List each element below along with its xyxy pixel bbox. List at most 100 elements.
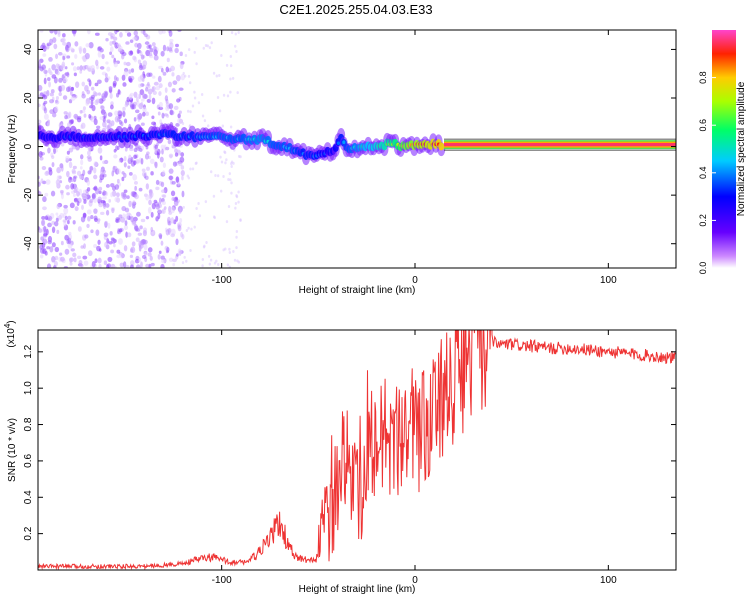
heatmap-noise-cell [54, 106, 59, 113]
heatmap-noise-cell [171, 196, 176, 201]
heatmap-noise-cell [168, 30, 173, 37]
heatmap-noise-cell [181, 233, 185, 240]
heatmap-noise-cell [160, 240, 164, 246]
heatmap-noise-cell [135, 96, 139, 103]
heatmap-noise-cell [82, 212, 87, 218]
heatmap-noise-cell [93, 243, 98, 248]
heatmap-noise-cell [140, 54, 145, 60]
heatmap-noise-cell [105, 184, 110, 188]
heatmap-noise-cell [114, 110, 119, 116]
colorbar-gradient [712, 30, 736, 268]
heatmap-noise-cell [111, 54, 115, 59]
heatmap-noise-cell [134, 258, 140, 264]
snr-ytick-label: 0.6 [23, 454, 34, 468]
heatmap-noise-cell [93, 215, 98, 221]
heatmap-noise-cell [239, 218, 242, 222]
heatmap-noise-cell [79, 65, 83, 71]
heatmap-noise-cell [152, 90, 157, 96]
heatmap-noise-cell [54, 221, 59, 227]
heatmap-noise-cell [157, 209, 163, 215]
heatmap-noise-cell [202, 245, 206, 249]
heatmap-noise-cell [123, 172, 127, 179]
heatmap-noise-cell [189, 110, 192, 114]
heatmap-noise-cell [82, 195, 88, 200]
heatmap-noise-cell [167, 139, 172, 145]
heatmap-noise-cell [229, 178, 232, 182]
heatmap-noise-cell [234, 32, 237, 36]
heatmap-noise-cell [74, 54, 78, 59]
heatmap-noise-cell [123, 189, 128, 193]
heatmap-noise-cell [122, 192, 127, 198]
heatmap-xtick-label: 0 [412, 275, 418, 286]
heatmap-noise-cell [114, 30, 118, 35]
heatmap-noise-cell [237, 154, 241, 158]
heatmap-noise-cell [132, 200, 136, 205]
heatmap-noise-cell [225, 220, 229, 224]
heatmap-noise-cell [187, 226, 190, 230]
heatmap-noise-cell [90, 99, 94, 106]
heatmap-noise-cell [138, 115, 142, 121]
heatmap-noise-cell [228, 265, 231, 268]
heatmap-noise-cell [88, 114, 91, 119]
heatmap-noise-cell [135, 109, 140, 114]
heatmap-noise-cell [124, 147, 128, 152]
snr-xtick-label: 100 [600, 575, 617, 586]
heatmap-noise-cell [52, 37, 57, 43]
heatmap-noise-cell [75, 81, 80, 88]
heatmap-noise-cell [172, 262, 176, 267]
heatmap-ytick-label: 40 [23, 43, 34, 55]
heatmap-noise-cell [80, 154, 84, 160]
heatmap-noise-cell [207, 124, 210, 128]
heatmap-noise-cell [129, 254, 134, 259]
heatmap-noise-cell [108, 199, 112, 203]
heatmap-noise-cell [228, 247, 231, 251]
heatmap-noise-cell [219, 155, 222, 159]
heatmap-noise-cell [118, 228, 123, 233]
heatmap-noise-cell [141, 168, 146, 172]
snr-ytick-label: 1.0 [23, 381, 34, 395]
heatmap-noise-cell [93, 167, 97, 174]
heatmap-noise-cell [135, 160, 139, 165]
heatmap-noise-cell [65, 45, 70, 53]
heatmap-noise-cell [109, 92, 113, 99]
heatmap-noise-cell [143, 239, 148, 245]
heatmap-noise-cell [68, 47, 74, 51]
heatmap-noise-cell [49, 38, 53, 46]
heatmap-noise-cell [124, 213, 130, 221]
heatmap-noise-cell [91, 192, 97, 199]
heatmap-noise-cell [179, 51, 183, 57]
heatmap-noise-cell [74, 206, 79, 212]
heatmap-noise-cell [119, 253, 125, 259]
heatmap-noise-cell [191, 167, 195, 171]
heatmap-noise-cell [194, 36, 198, 40]
heatmap-noise-cell [220, 53, 223, 57]
heatmap-noise-cell [160, 181, 165, 188]
heatmap-noise-cell [91, 86, 95, 91]
heatmap-noise-cell [110, 35, 114, 40]
heatmap-noise-cell [163, 206, 167, 210]
heatmap-noise-cell [50, 89, 55, 94]
heatmap-noise-cell [47, 222, 52, 228]
heatmap-noise-cell [116, 178, 120, 184]
heatmap-noise-cell [235, 194, 238, 198]
heatmap-noise-cell [65, 86, 71, 93]
heatmap-noise-cell [154, 144, 158, 150]
heatmap-noise-cell [187, 48, 191, 52]
heatmap-noise-cell [162, 71, 167, 76]
heatmap-ridge-cell [438, 142, 445, 151]
heatmap-noise-cell [139, 242, 144, 249]
heatmap-noise-cell [230, 164, 233, 168]
heatmap-noise-cell [126, 195, 130, 200]
heatmap-noise-cell [122, 106, 126, 111]
heatmap-noise-cell [125, 264, 130, 268]
heatmap-noise-cell [124, 103, 129, 108]
heatmap-noise-cell [219, 189, 223, 193]
heatmap-noise-cell [110, 104, 114, 110]
heatmap-noise-cell [190, 227, 193, 231]
heatmap-noise-cell [106, 238, 110, 244]
heatmap-noise-cell [150, 211, 154, 218]
heatmap-noise-cell [145, 111, 149, 117]
heatmap-noise-cell [213, 261, 217, 265]
heatmap-noise-cell [216, 96, 220, 100]
heatmap-noise-cell [97, 46, 103, 51]
